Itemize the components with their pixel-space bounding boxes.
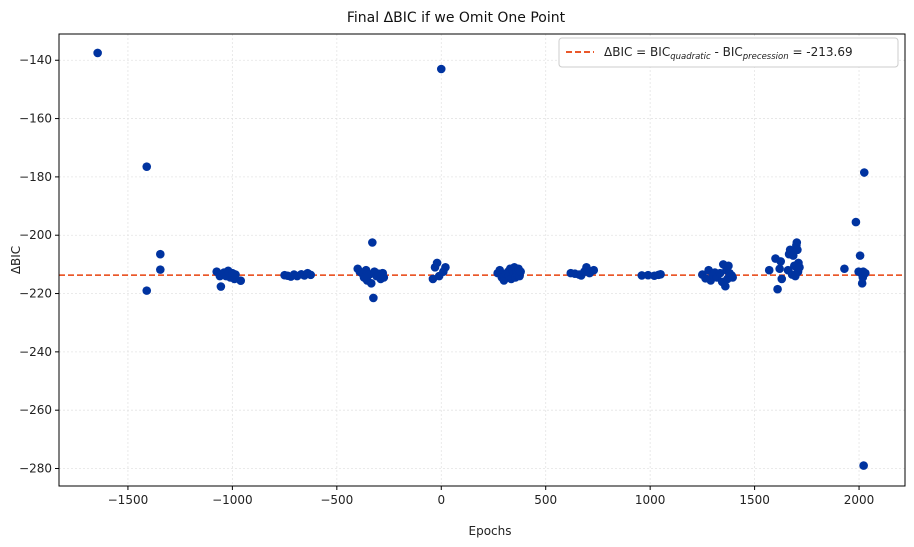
data-points (93, 48, 870, 470)
data-point (795, 262, 804, 272)
data-point (368, 238, 377, 247)
y-tick-label: −280 (19, 462, 52, 476)
data-point (776, 257, 786, 266)
data-point (156, 265, 165, 274)
legend-box (558, 37, 899, 68)
legend-label-prefix: ΔBIC = BIC (604, 45, 670, 59)
data-point (777, 274, 787, 284)
x-tick-label: 1500 (739, 493, 770, 507)
y-tick-label: −260 (19, 403, 52, 417)
chart-title: Final ΔBIC if we Omit One Point (347, 10, 566, 26)
data-point (728, 273, 737, 282)
y-axis-ticks: −140 −160 −180 −200 −220 −240 −260 −280 (19, 53, 59, 476)
data-point (773, 284, 782, 294)
data-point (516, 267, 525, 276)
data-point (643, 270, 653, 280)
y-tick-label: −200 (19, 228, 52, 242)
legend-label-subscript-1: quadratic (670, 52, 711, 62)
x-tick-label: 1000 (635, 493, 666, 507)
data-point (637, 271, 647, 280)
x-tick-label: −1500 (108, 493, 149, 507)
data-point (495, 265, 505, 275)
y-axis-title: ΔBIC (9, 246, 23, 274)
data-point (792, 238, 802, 247)
y-tick-label: −140 (19, 53, 52, 67)
data-point (724, 261, 733, 271)
data-point (231, 270, 240, 279)
x-tick-label: −500 (320, 493, 353, 507)
data-point (861, 268, 870, 278)
data-point (236, 276, 246, 286)
x-tick-label: 500 (534, 493, 557, 507)
legend-label-subscript-2: precession (742, 52, 789, 62)
legend-label: ΔBIC = BICquadratic - BICprecession = -2… (604, 45, 853, 62)
y-tick-label: −180 (19, 170, 52, 184)
data-point (851, 217, 861, 227)
data-point (369, 293, 378, 303)
data-point (156, 249, 165, 259)
data-point (721, 281, 730, 291)
data-point (764, 265, 774, 275)
y-tick-label: −240 (19, 345, 52, 359)
data-point (306, 270, 316, 280)
data-point (93, 48, 102, 58)
x-tick-label: −1000 (212, 493, 253, 507)
y-tick-label: −220 (19, 287, 52, 301)
data-point (142, 286, 152, 295)
data-point (859, 168, 869, 177)
data-point (441, 262, 450, 272)
data-point (793, 245, 802, 255)
data-point (216, 282, 226, 291)
legend: ΔBIC = BICquadratic - BICprecession = -2… (558, 37, 899, 68)
x-axis-title: Epochs (469, 524, 512, 538)
data-point (432, 258, 442, 268)
data-point (656, 269, 665, 279)
data-point (775, 264, 784, 274)
data-point (436, 64, 446, 74)
plot-frame (58, 33, 906, 487)
grid-lines (59, 34, 905, 486)
data-point (859, 461, 868, 470)
x-tick-label: 2000 (844, 493, 875, 507)
data-point (379, 273, 389, 282)
x-axis-ticks: −1500 −1000 −500 0 500 1000 1500 2000 (108, 486, 875, 507)
data-point (142, 162, 152, 171)
data-point (589, 265, 599, 275)
data-point (840, 264, 849, 274)
data-point (366, 279, 376, 288)
data-point (855, 251, 865, 260)
x-tick-label: 0 (437, 493, 445, 507)
legend-label-suffix: = -213.69 (789, 45, 853, 59)
legend-label-middle: - BIC (711, 45, 743, 59)
y-tick-label: −160 (19, 112, 52, 126)
